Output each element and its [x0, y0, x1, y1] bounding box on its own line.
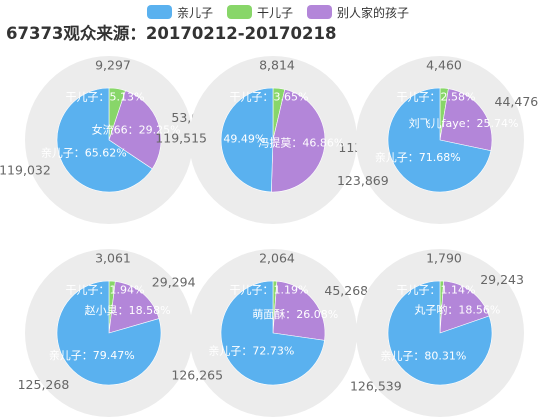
legend-label-adopted: 干儿子	[257, 5, 294, 20]
pie-slice-label: 干儿子：2.58%	[397, 90, 476, 103]
pie-value-label: 45,268	[324, 283, 368, 298]
pie-slice[interactable]	[56, 280, 162, 386]
pie-slice-label: 丸子哟：18.56%	[414, 303, 500, 316]
pie-value-label: 29,294	[152, 274, 196, 289]
legend-item-others[interactable]: 别人家的孩子	[307, 4, 409, 21]
pie-value-label: 126,265	[171, 368, 223, 383]
pie-slice-label: 刘飞儿faye：25.74%	[409, 117, 519, 130]
pie-slice-label: 萌面酥：26.08%	[252, 307, 338, 321]
pie-chart-3: 4,460 44,476 123,869 干儿子：2.58% 刘飞儿faye：25.74…	[337, 56, 538, 224]
pie-slice[interactable]	[220, 87, 274, 193]
legend-swatch-adopted	[227, 5, 253, 19]
pie-value-label: 44,476	[495, 94, 539, 109]
pie-value-label: 119,032	[0, 163, 51, 178]
pie-value-label: 125,268	[18, 377, 70, 392]
pie-chart-4: 3,061 29,294 125,268 干儿子：1.94% 赵小臭：18.58% 亲儿子…	[18, 249, 196, 417]
pie-slice[interactable]	[439, 88, 493, 152]
legend-item-adopted[interactable]: 干儿子	[227, 4, 293, 21]
pie-value-label: 1,790	[426, 251, 462, 266]
legend: 亲儿子 干儿子 别人家的孩子	[147, 3, 423, 21]
pie-value-label: 4,460	[426, 58, 462, 73]
pie-slice-label: 亲儿子：71.68%	[375, 150, 461, 164]
pie-slice[interactable]	[220, 280, 325, 386]
legend-label-others: 别人家的孩子	[337, 5, 410, 20]
pie-slice-label: 亲儿子：80.31%	[380, 348, 466, 362]
pie-slice[interactable]	[387, 280, 493, 386]
legend-swatch-others	[307, 5, 333, 19]
pie-slice-label: 女流66：29.25%	[92, 123, 181, 137]
pie-slice[interactable]	[387, 87, 492, 193]
pie-value-label: 119,515	[155, 130, 207, 145]
legend-item-own[interactable]: 亲儿子	[147, 4, 213, 21]
pie-slice-label: 干儿子：1.19%	[230, 283, 309, 296]
legend-swatch-own	[147, 5, 172, 19]
pie-slice-label: 亲儿子：65.62%	[41, 146, 127, 160]
pie-chart-6: 1,790 29,243 126,539 干儿子：1.14% 丸子哟：18.56% 亲儿子…	[350, 249, 524, 417]
pie-value-label: 2,064	[259, 251, 295, 266]
pie-slice-label: 赵小臭：18.58%	[85, 303, 171, 317]
pie-slice-label: 冯提莫：46.86%	[258, 137, 344, 150]
pie-value-label: 3,061	[95, 251, 131, 266]
pie-value-label: 123,869	[337, 173, 389, 188]
pie-slice[interactable]	[272, 280, 326, 341]
pie-slice-label: 亲儿子：79.47%	[49, 348, 135, 362]
pie-value-label: 8,814	[259, 58, 295, 73]
pie-value-label: 9,297	[95, 58, 131, 73]
pie-chart-2: 8,814113,171119,515干儿子：3.65%冯提莫：46.86%49…	[155, 56, 390, 224]
pie-slice[interactable]	[56, 87, 153, 193]
pie-slice-label: 干儿子：1.94%	[66, 283, 145, 296]
pie-value-label: 29,243	[480, 272, 524, 287]
pie-slice-label: 干儿子：3.65%	[230, 90, 309, 103]
pie-value-label: 126,539	[350, 378, 402, 393]
pie-slice-label: 亲儿子：72.73%	[208, 344, 294, 358]
legend-label-own: 亲儿子	[177, 5, 214, 20]
pie-chart-5: 2,064 45,268 126,265 干儿子：1.19% 萌面酥：26.08% 亲儿子…	[171, 249, 368, 417]
pie-slice[interactable]	[271, 88, 326, 193]
chart-title: 67373观众来源：20170212-20170218	[6, 24, 337, 43]
pie-slice-label: 干儿子：5.13%	[66, 90, 145, 103]
pie-slice[interactable]	[108, 281, 160, 334]
pie-slice-label: 49.49%	[223, 133, 265, 146]
pie-slice-label: 干儿子：1.14%	[397, 283, 476, 296]
pie-slice[interactable]	[108, 90, 162, 170]
